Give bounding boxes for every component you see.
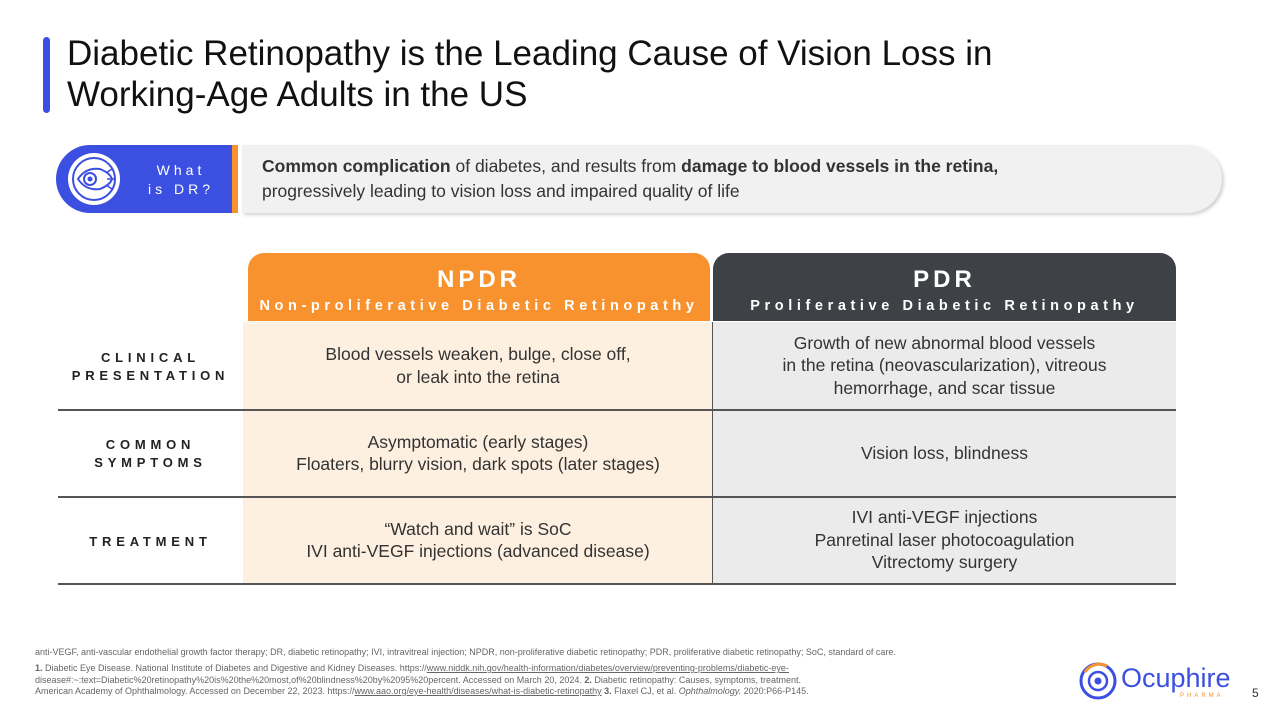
row-label-line: CLINICAL (100, 350, 201, 365)
def-bold-1: Common complication (262, 156, 451, 176)
pdr-treatment: IVI anti-VEGF injections Panretinal lase… (713, 497, 1176, 583)
ref-number: 3. (601, 686, 612, 696)
what-is-dr-label-line-2: is DR? (147, 181, 214, 197)
cell-line: IVI anti-VEGF injections (advanced disea… (306, 541, 650, 561)
def-text-1: of diabetes, and results from (450, 156, 682, 176)
npdr-column-header: NPDR Non-proliferative Diabetic Retinopa… (248, 253, 710, 321)
cell-line: Panretinal laser photocoagulation (814, 529, 1075, 550)
cell-line: Blood vessels weaken, bulge, close off, (325, 344, 631, 364)
ocuphire-logo-icon (1079, 662, 1117, 700)
row-label-line: COMMON (105, 437, 196, 452)
ocuphire-logo: Ocuphire PHARMA (1077, 658, 1247, 704)
pdr-common-symptoms: Vision loss, blindness (713, 410, 1176, 496)
npdr-common-symptoms: Asymptomatic (early stages) Floaters, bl… (243, 410, 713, 496)
pdr-full-name: Proliferative Diabetic Retinopathy (750, 298, 1139, 314)
what-is-dr-accent (232, 145, 238, 213)
dr-definition-text: Common complication of diabetes, and res… (262, 154, 1192, 204)
npdr-treatment: “Watch and wait” is SoC IVI anti-VEGF in… (243, 497, 713, 583)
pdr-clinical-presentation: Growth of new abnormal blood vessels in … (713, 322, 1176, 409)
ref-1-link[interactable]: www.niddk.nih.gov/health-information/dia… (426, 663, 789, 673)
what-is-dr-badge: What is DR? (56, 145, 238, 213)
title-line-2: Working-Age Adults in the US (67, 75, 528, 114)
ref-text: American Academy of Ophthalmology. Acces… (35, 686, 355, 696)
cell-line: in the retina (neovascularization), vitr… (782, 355, 1107, 376)
cell-line: or leak into the retina (396, 366, 560, 387)
ref-text: Diabetic retinopathy: Causes, symptoms, … (591, 674, 801, 685)
cell-line: hemorrhage, and scar tissue (833, 377, 1056, 398)
table-bottom-rule (58, 583, 1176, 585)
cell-line: Floaters, blurry vision, dark spots (lat… (296, 454, 660, 474)
ref-text: disease#:~:text=Diabetic%20retinopathy%2… (35, 674, 585, 685)
ref-number: 2. (584, 674, 592, 685)
title-line-1: Diabetic Retinopathy is the Leading Caus… (67, 34, 993, 73)
references-footnote: 1. Diabetic Eye Disease. National Instit… (35, 663, 1045, 698)
ref-2-link[interactable]: www.aao.org/eye-health/diseases/what-is-… (354, 686, 602, 696)
cell-line: Vitrectomy surgery (871, 552, 1018, 573)
pdr-abbr: PDR (913, 266, 976, 293)
def-text-2: progressively leading to vision loss and… (262, 181, 740, 201)
eye-anatomy-icon (68, 153, 120, 205)
what-is-dr-label-line-1: What (156, 162, 206, 178)
row-label-clinical-presentation: CLINICAL PRESENTATION (58, 349, 243, 385)
row-divider (58, 409, 1176, 411)
pdr-column-header: PDR Proliferative Diabetic Retinopathy (713, 253, 1176, 321)
abbreviations-footnote: anti-VEGF, anti-vascular endothelial gro… (35, 647, 896, 657)
ref-text: Flaxel CJ, et al. (611, 686, 679, 696)
what-is-dr-label: What is DR? (136, 161, 226, 199)
title-accent-bar (43, 37, 50, 113)
row-label-treatment: TREATMENT (58, 533, 243, 551)
cell-line: Growth of new abnormal blood vessels (793, 332, 1096, 353)
def-bold-2: damage to blood vessels in the retina, (681, 156, 999, 176)
row-label-line: SYMPTOMS (94, 455, 207, 470)
column-divider (712, 322, 713, 584)
cell-line: “Watch and wait” is SoC (384, 518, 572, 539)
ref-number: 1. (35, 663, 43, 673)
ref-journal: Ophthalmology. (678, 686, 742, 696)
cell-line: IVI anti-VEGF injections (851, 507, 1038, 528)
pdr-column-background (713, 322, 1176, 584)
cell-line: Vision loss, blindness (861, 442, 1028, 463)
page-number: 5 (1252, 686, 1259, 700)
npdr-abbr: NPDR (436, 266, 521, 293)
logo-wordmark: Ocuphire (1121, 663, 1231, 693)
npdr-column-background (243, 322, 713, 584)
ref-text: Diabetic Eye Disease. National Institute… (42, 663, 427, 673)
row-label-line: TREATMENT (89, 534, 212, 549)
logo-subtitle: PHARMA (1180, 693, 1224, 699)
cell-line: Asymptomatic (early stages) (367, 431, 589, 452)
npdr-full-name: Non-proliferative Diabetic Retinopathy (259, 298, 699, 314)
row-label-line: PRESENTATION (71, 368, 230, 383)
row-divider (58, 496, 1176, 498)
npdr-clinical-presentation: Blood vessels weaken, bulge, close off, … (243, 322, 713, 409)
page-title: Diabetic Retinopathy is the Leading Caus… (67, 33, 1217, 115)
ref-text: 2020:P66-P145. (741, 686, 809, 696)
row-label-common-symptoms: COMMON SYMPTOMS (58, 436, 243, 472)
dr-definition-box: Common complication of diabetes, and res… (242, 145, 1222, 213)
